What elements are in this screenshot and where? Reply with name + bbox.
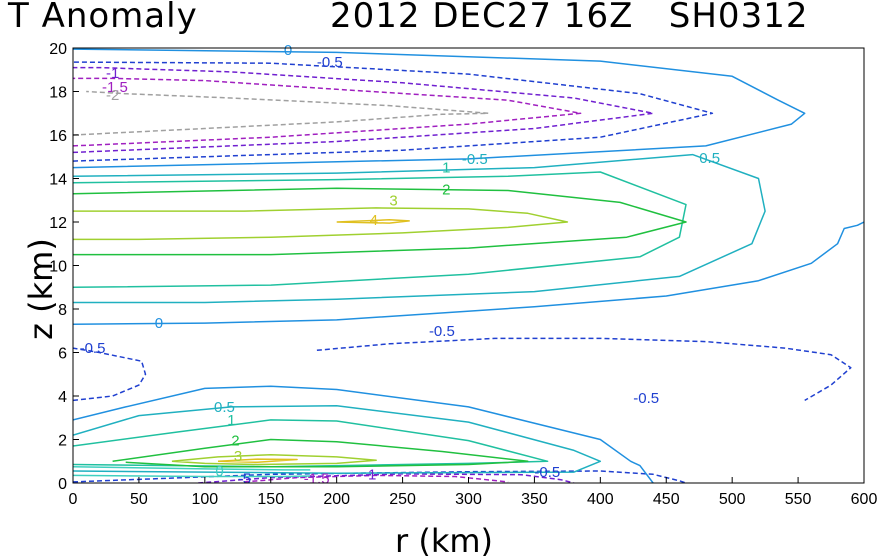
y-tick-label: 14 <box>49 172 67 189</box>
contour-line-level--1 <box>198 473 575 483</box>
contour-line-level--1 <box>73 66 654 154</box>
x-axis-label: r (km) <box>395 522 493 560</box>
contour-label: 1 <box>227 412 235 429</box>
contour-label: -5 <box>238 471 251 488</box>
contour-line-level-0 <box>73 474 311 478</box>
x-tick-label: 100 <box>191 491 218 508</box>
contour-labels: 0-0.5-1-1.5-21-0.5 0.52340-0.5-0.5-0.50.5… <box>80 42 720 487</box>
x-tick-label: 250 <box>389 491 416 508</box>
contour-label: -0.5 <box>80 340 106 357</box>
contour-line-level--0.5 <box>73 61 714 162</box>
contour-line-level-0 <box>73 221 864 325</box>
x-tick-label: 600 <box>851 491 878 508</box>
y-tick-label: 12 <box>49 215 67 232</box>
contour-label: -0.5 <box>534 464 560 481</box>
y-tick-label: 10 <box>49 259 67 276</box>
y-tick-label: 16 <box>49 128 67 145</box>
x-tick-label: 50 <box>130 491 148 508</box>
contour-label: -1.5 <box>102 79 128 96</box>
contour-label: -0.5 <box>462 151 488 168</box>
contour-label: -1.5 <box>304 471 330 488</box>
contour-line-level-3 <box>171 453 377 466</box>
chart-title-left: T Anomaly <box>8 0 198 36</box>
contour-line-level-2 <box>73 187 687 256</box>
contour-label: 3 <box>389 192 397 209</box>
y-tick-label: 8 <box>58 302 67 319</box>
contour-label: 0.5 <box>699 150 720 167</box>
contour-label: -1 <box>363 466 376 483</box>
x-tick-label: 0 <box>69 491 78 508</box>
x-tick-label: 150 <box>257 491 284 508</box>
contour-line-level-0 <box>73 385 654 483</box>
x-tick-label: 300 <box>455 491 482 508</box>
contour-line-level--1.5 <box>244 474 509 483</box>
contour-label: 2 <box>442 181 450 198</box>
contour-line-level-4 <box>217 458 298 464</box>
contour-label: -2 <box>106 87 119 104</box>
contour-line-level-0.5 <box>73 153 766 304</box>
contour-label: 4 <box>370 212 378 229</box>
x-axis-ticks: 0 50 100 150 200 250 300 350 400 450 500 550 600 <box>69 477 878 508</box>
contour-label: 0 <box>284 42 292 59</box>
contour-line-level-4 <box>336 219 410 224</box>
x-tick-label: 200 <box>323 491 350 508</box>
contour-line-level--2 <box>73 90 490 136</box>
x-tick-label: 400 <box>587 491 614 508</box>
contour-label: -1 <box>106 65 119 82</box>
contour-line-level-1 <box>73 419 549 468</box>
contour-line-level-0 <box>73 465 311 471</box>
contour-lines <box>73 48 864 483</box>
contour-line-level-3 <box>73 207 569 241</box>
contour-label: -0.5 <box>429 323 455 340</box>
y-tick-label: 4 <box>58 389 67 406</box>
y-tick-label: 0 <box>58 476 67 493</box>
chart-title-right: 2012 DEC27 16Z SH0312 <box>330 0 809 36</box>
y-tick-label: 18 <box>49 85 67 102</box>
contour-line-level--1.5 <box>73 77 582 147</box>
contour-label: 1 <box>442 160 450 177</box>
contour-line-level-0.5 <box>73 405 602 474</box>
x-tick-label: 350 <box>521 491 548 508</box>
contour-label: -0.5 <box>633 390 659 407</box>
x-tick-label: 450 <box>653 491 680 508</box>
contour-label: 0 <box>215 463 223 480</box>
contour-line-level-2 <box>112 438 529 468</box>
contour-label: 3 <box>234 448 242 465</box>
x-tick-label: 500 <box>719 491 746 508</box>
contour-label: 0.5 <box>214 399 235 416</box>
contour-label: -0.5 <box>317 54 343 71</box>
y-tick-label: 20 <box>49 41 67 58</box>
contour-line-level-0 <box>73 48 806 169</box>
contour-line-level--0.5 <box>73 347 147 402</box>
y-tick-label: 2 <box>58 433 67 450</box>
y-axis-ticks: 0 2 4 6 8 10 12 14 16 18 20 <box>49 41 79 493</box>
contour-label: 0 <box>155 315 163 332</box>
x-tick-label: 550 <box>785 491 812 508</box>
y-axis-label: z (km) <box>21 238 60 340</box>
contour-line-level--0.5 <box>316 337 852 402</box>
contour-label: 2 <box>231 433 239 450</box>
y-tick-label: 6 <box>58 346 67 363</box>
